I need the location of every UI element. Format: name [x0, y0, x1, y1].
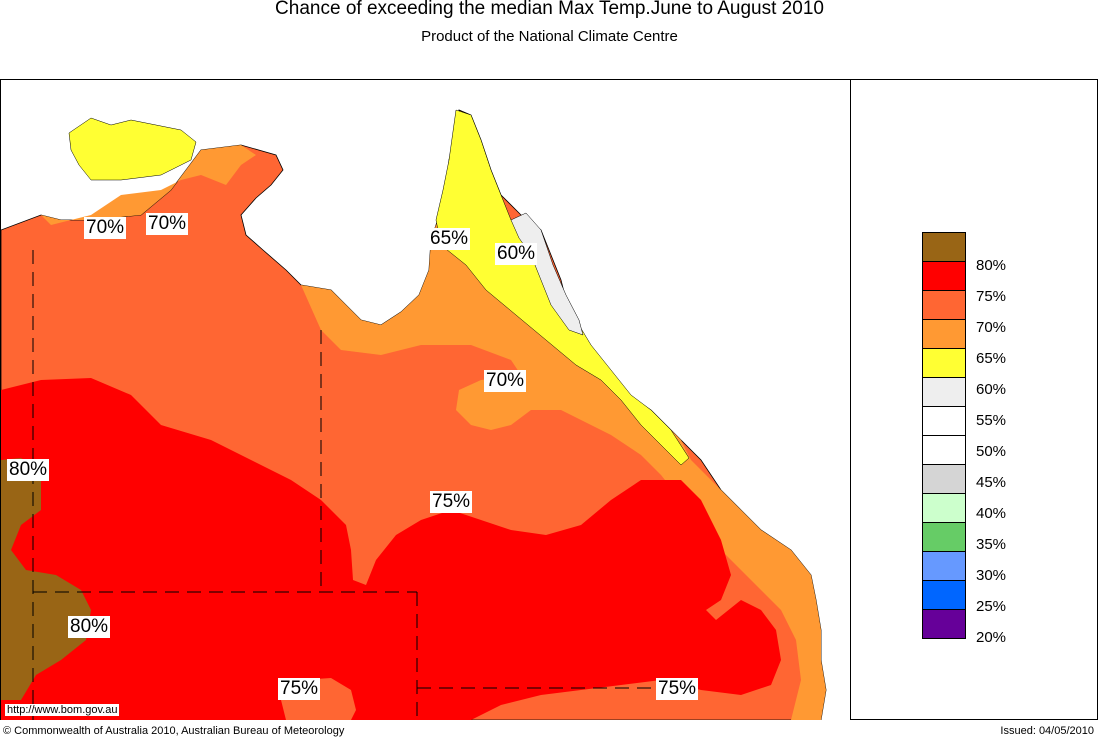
legend-swatch	[922, 348, 966, 378]
land-65pct-region	[41, 145, 256, 225]
state-boundaries	[32, 250, 681, 720]
probability-map	[1, 80, 850, 720]
legend-swatch	[922, 290, 966, 320]
legend-label: 80%	[976, 257, 1007, 274]
legend-label: 25%	[976, 598, 1007, 615]
legend-label: 40%	[976, 505, 1007, 522]
legend-swatch	[922, 464, 966, 494]
panel-divider	[850, 80, 851, 720]
contour-label: 60%	[495, 243, 538, 265]
legend-swatch	[922, 435, 966, 465]
contour-label: 75%	[430, 491, 473, 513]
legend-label: 75%	[976, 288, 1007, 305]
legend-label: 50%	[976, 443, 1007, 460]
legend-swatch	[922, 609, 966, 639]
contour-label: 65%	[428, 228, 471, 250]
map-subtitle: Product of the National Climate Centre	[421, 28, 678, 45]
legend-swatch	[922, 406, 966, 436]
issued-date: Issued: 04/05/2010	[1000, 725, 1094, 737]
map-title: Chance of exceeding the median Max Temp.…	[275, 0, 824, 19]
legend-label: 35%	[976, 536, 1007, 553]
legend-label: 30%	[976, 567, 1007, 584]
legend-label: 20%	[976, 629, 1007, 646]
contour-label: 70%	[484, 370, 527, 392]
legend-swatch	[922, 261, 966, 291]
land-65pct-region-east	[301, 210, 826, 720]
legend-swatch	[922, 551, 966, 581]
contour-label: 80%	[68, 616, 111, 638]
legend-swatch	[922, 580, 966, 610]
land-75pct-region	[1, 378, 781, 720]
legend-label: 70%	[976, 319, 1007, 336]
land-80pct-region	[1, 458, 91, 700]
legend-label: 60%	[976, 381, 1007, 398]
legend-label: 65%	[976, 350, 1007, 367]
source-url: http://www.bom.gov.au	[5, 704, 120, 716]
legend-labels: 80% 75% 70% 65% 60% 55% 50% 45% 40% 35% …	[976, 256, 1006, 659]
contour-label: 70%	[84, 217, 127, 239]
contour-label: 80%	[7, 459, 50, 481]
legend-label: 45%	[976, 474, 1007, 491]
legend-swatch	[922, 232, 966, 262]
copyright-notice: © Commonwealth of Australia 2010, Austra…	[3, 725, 345, 737]
contour-label: 75%	[278, 678, 321, 700]
contour-label: 75%	[656, 678, 699, 700]
legend-swatch	[922, 319, 966, 349]
contour-label: 70%	[146, 213, 189, 235]
legend-swatch	[922, 377, 966, 407]
legend-swatch	[922, 522, 966, 552]
legend-color-scale	[922, 232, 966, 639]
land-60pct-north	[68, 117, 197, 181]
legend-swatch	[922, 493, 966, 523]
legend-label: 55%	[976, 412, 1007, 429]
